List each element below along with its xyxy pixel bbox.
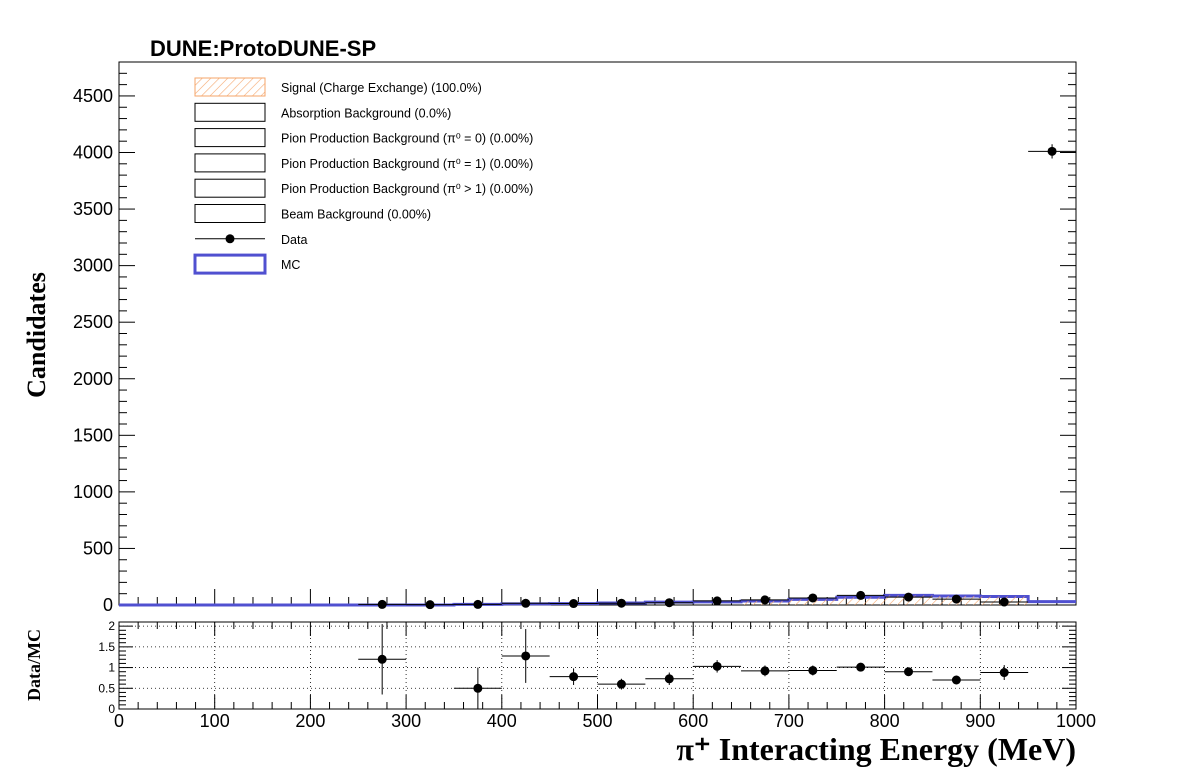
x-tick-label: 300 — [391, 711, 421, 731]
data-point — [712, 596, 722, 606]
legend-swatch-box — [194, 178, 266, 198]
legend: Signal (Charge Exchange) (100.0%) Absorpt… — [193, 77, 533, 275]
legend-swatch-box — [194, 128, 266, 148]
legend-label: Pion Production Background (π⁰ > 1) (0.0… — [281, 182, 533, 196]
ratio-y-tick-label: 1.5 — [98, 640, 115, 654]
ratio-point — [616, 679, 626, 689]
data-point — [1047, 146, 1057, 156]
ratio-point — [473, 683, 483, 693]
x-tick-label: 900 — [965, 711, 995, 731]
y-tick-label: 0 — [103, 595, 113, 615]
data-point — [616, 598, 626, 608]
ratio-y-tick-label: 0.5 — [98, 681, 115, 695]
legend-swatch-signal — [194, 77, 266, 97]
ratio-point — [377, 654, 387, 664]
legend-label: Signal (Charge Exchange) (100.0%) — [281, 81, 482, 95]
legend-swatch-box — [194, 153, 266, 173]
y-axis-label: Candidates — [22, 272, 51, 398]
ratio-y-tick-label: 2 — [108, 619, 115, 633]
data-point — [904, 592, 914, 602]
x-tick-label: 200 — [295, 711, 325, 731]
legend-swatch-box — [194, 204, 266, 223]
y-tick-label: 4500 — [73, 86, 113, 106]
x-tick-label: 0 — [114, 711, 124, 731]
y-tick-label: 3500 — [73, 199, 113, 219]
legend-label: Absorption Background (0.0%) — [281, 106, 451, 120]
signal-hatch-bin — [836, 597, 885, 605]
data-point — [808, 593, 818, 603]
data-point — [951, 594, 961, 604]
x-tick-label: 100 — [200, 711, 230, 731]
data-point — [999, 597, 1009, 607]
ratio-point — [760, 666, 770, 676]
data-point — [760, 595, 770, 605]
y-tick-label: 2500 — [73, 312, 113, 332]
y-tick-label: 3000 — [73, 256, 113, 276]
legend-label: Beam Background (0.00%) — [281, 208, 431, 222]
legend-swatch-mc — [193, 253, 267, 275]
main-y-axis: 0 500 1000 1500 2000 2500 3000 3500 4000 4500 — [73, 61, 1076, 615]
ratio-point — [712, 661, 722, 671]
ratio-series — [358, 624, 1029, 709]
ratio-y-tick-label: 1 — [108, 661, 115, 675]
ratio-point — [664, 674, 674, 684]
main-plot: 0 500 1000 1500 2000 2500 3000 3500 4000 4500 Sig… — [73, 61, 1077, 615]
legend-label: MC — [281, 258, 300, 272]
y-tick-label: 1000 — [73, 482, 113, 502]
ratio-point — [999, 668, 1009, 678]
ratio-point — [569, 672, 579, 682]
y-tick-label: 4000 — [73, 143, 113, 163]
legend-label: Data — [281, 233, 307, 247]
x-tick-label: 600 — [678, 711, 708, 731]
ratio-point — [808, 665, 818, 675]
legend-label: Pion Production Background (π⁰ = 0) (0.0… — [281, 132, 533, 146]
ratio-point — [521, 651, 531, 661]
legend-swatch-box — [194, 102, 266, 122]
ratio-y-tick-label: 0 — [108, 702, 115, 716]
ratio-grid — [119, 622, 1076, 709]
ratio-y-axis: 0 0.5 1 1.5 2 — [98, 619, 1076, 716]
ratio-plot: 0 0.5 1 1.5 2 0 100 200 300 400 500 600 700 800 900 10… — [98, 619, 1096, 731]
x-tick-label: 800 — [870, 711, 900, 731]
x-tick-label: 1000 — [1056, 711, 1096, 731]
y-tick-label: 2000 — [73, 369, 113, 389]
x-axis-label: π⁺ Interacting Energy (MeV) — [676, 731, 1076, 767]
ratio-y-axis-label: Data/MC — [24, 629, 44, 701]
data-point — [521, 598, 531, 608]
y-tick-label: 1500 — [73, 425, 113, 445]
data-point — [664, 598, 674, 608]
data-point — [569, 599, 579, 609]
data-point — [377, 599, 387, 609]
ratio-point — [904, 667, 914, 677]
data-point — [473, 599, 483, 609]
x-tick-label: 500 — [582, 711, 612, 731]
x-axis: 0 100 200 300 400 500 600 700 800 900 1000 — [114, 622, 1096, 731]
chart-title: DUNE:ProtoDUNE-SP — [150, 36, 376, 61]
legend-label: Pion Production Background (π⁰ = 1) (0.0… — [281, 157, 533, 171]
data-series — [358, 144, 1076, 610]
legend-swatch-data-marker — [225, 234, 235, 244]
data-point — [856, 590, 866, 600]
ratio-point — [856, 662, 866, 672]
x-tick-label: 700 — [774, 711, 804, 731]
main-plot-frame — [118, 61, 1077, 606]
ratio-point — [951, 675, 961, 685]
data-point — [425, 600, 435, 610]
y-tick-label: 500 — [83, 538, 113, 558]
x-tick-label: 400 — [487, 711, 517, 731]
